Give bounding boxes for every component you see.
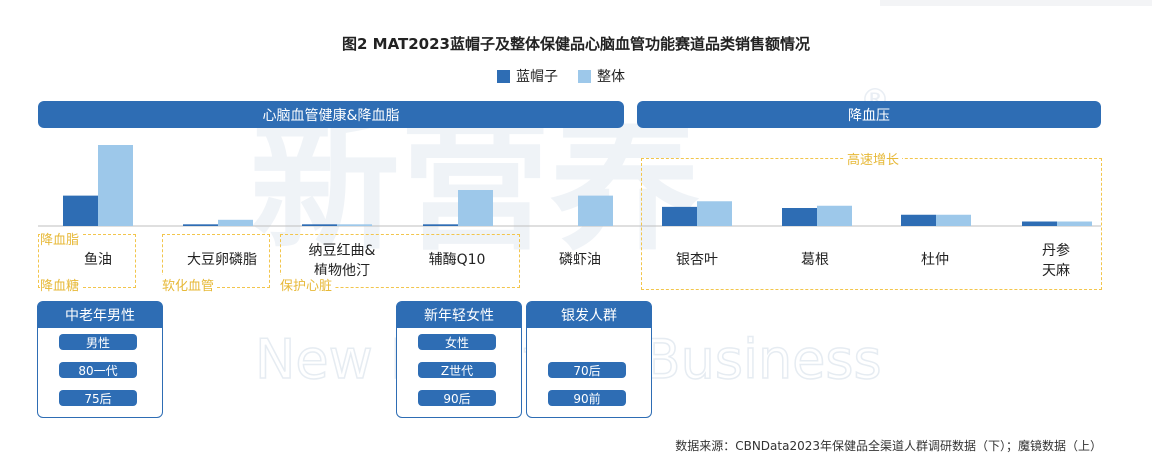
bar-overall-5 [697, 201, 732, 226]
category-label-7: 杜仲 [921, 252, 949, 268]
high-growth-label: 高速增长 [844, 149, 903, 168]
category-label-1: 大豆卵磷脂 [187, 252, 257, 268]
bar-lanmaozi-8 [1022, 221, 1057, 226]
bar-lanmaozi-0 [63, 195, 98, 226]
bar-lanmaozi-1 [183, 224, 218, 226]
panel-older-men-item-0: 男性 [59, 334, 137, 350]
legend-label-a: 蓝帽子 [516, 69, 558, 85]
category-label-2-line1: 纳豆红曲& [308, 243, 376, 259]
bar-lanmaozi-7 [901, 214, 936, 226]
panel-silver-item-0: 70后 [548, 362, 626, 378]
panel-silver-item-1: 90前 [548, 390, 626, 406]
category-label-4: 磷虾油 [559, 252, 601, 268]
legend-swatch-a [497, 69, 510, 83]
panel-older-men-item-2: 75后 [59, 390, 137, 406]
bar-lanmaozi-2 [302, 224, 337, 226]
panel-older-men: 中老年男性 男性 80一代 75后 [37, 301, 163, 418]
panel-young-women: 新年轻女性 女性 Z世代 90后 [396, 301, 522, 418]
group-header-right: 降血压 [637, 101, 1101, 128]
panel-silver-title: 银发人群 [527, 302, 651, 328]
legend-item-b: 整体 [578, 66, 625, 86]
tag-1: 软化血管 [162, 275, 217, 294]
panel-young-women-item-2: 90后 [418, 390, 496, 406]
category-label-3: 辅酶Q10 [428, 252, 486, 268]
bar-lanmaozi-5 [662, 206, 697, 226]
bar-lanmaozi-3 [423, 224, 458, 226]
source-note: 数据来源：CBNData2023年保健品全渠道人群调研数据（下）；魔镜数据（上） [675, 439, 1102, 453]
bar-lanmaozi-6 [782, 208, 817, 226]
category-label-8-line1: 丹参 [1042, 243, 1070, 259]
chart-title: 图2 MAT2023蓝帽子及整体保健品心脑血管功能赛道品类销售额情况 [341, 35, 810, 53]
bar-overall-8 [1057, 221, 1092, 226]
bar-overall-2 [337, 224, 372, 226]
panel-young-women-item-0: 女性 [418, 334, 496, 350]
tag-box-0 [38, 234, 136, 288]
category-label-5: 银杏叶 [676, 252, 718, 268]
panel-young-women-title: 新年轻女性 [397, 302, 521, 328]
tag-0-top: 降血脂 [40, 229, 82, 248]
panel-older-men-item-1: 80一代 [59, 362, 137, 378]
group-header-left: 心脑血管健康&降血脂 [38, 101, 624, 128]
bar-overall-0 [98, 145, 133, 226]
bar-overall-3 [458, 190, 493, 226]
bar-overall-4 [578, 195, 613, 226]
tag-2: 保护心脏 [280, 275, 335, 294]
panel-silver: 银发人群 70后 90前 [526, 301, 652, 418]
panel-older-men-title: 中老年男性 [38, 302, 162, 328]
tag-0-bottom: 降血糖 [40, 275, 82, 294]
category-label-8-line2: 天麻 [1042, 263, 1070, 279]
panel-young-women-item-1: Z世代 [418, 362, 496, 378]
bar-overall-7 [936, 214, 971, 226]
tag-box-2 [280, 234, 520, 288]
category-label-0: 鱼油 [84, 252, 112, 268]
legend-item-a: 蓝帽子 [497, 66, 558, 86]
bar-overall-1 [218, 219, 253, 226]
bar-overall-6 [817, 205, 852, 226]
category-label-6: 葛根 [801, 252, 829, 268]
legend-swatch-b [578, 69, 591, 83]
category-label-8: 丹参 天麻 [1016, 241, 1096, 281]
legend-label-b: 整体 [597, 69, 625, 85]
legend: 蓝帽子 整体 [497, 66, 639, 86]
top-strip [880, 0, 1152, 6]
